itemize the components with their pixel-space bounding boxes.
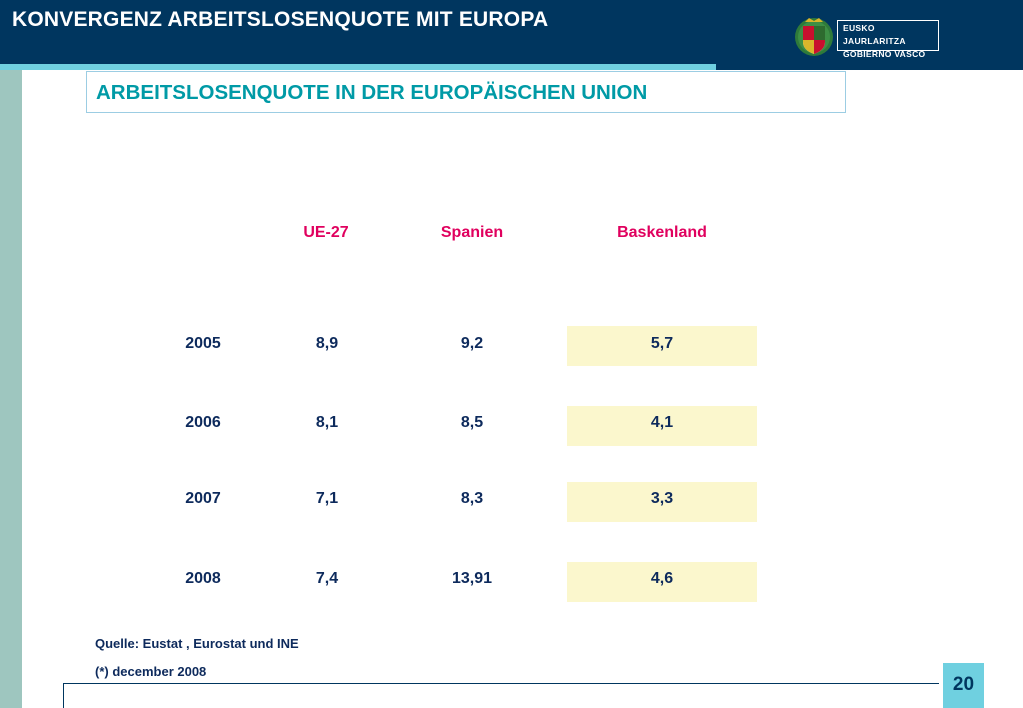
- year-cell: 2005: [185, 335, 221, 352]
- year-cell: 2008: [185, 570, 221, 587]
- spanien-cell: 8,5: [460, 414, 484, 431]
- page-number: 20: [952, 674, 975, 695]
- year-cell: 2006: [185, 414, 221, 431]
- column-header-baskenland: Baskenland: [617, 224, 707, 241]
- ue27-cell: 8,9: [315, 335, 339, 352]
- logo-text-line1: EUSKO JAURLARITZA: [843, 23, 906, 46]
- subtitle-box: ARBEITSLOSENQUOTE IN DER EUROPÄISCHEN UN…: [86, 71, 846, 113]
- baskenland-cell: 4,1: [650, 414, 674, 431]
- footnote: (*) december 2008: [95, 664, 207, 679]
- page-title: KONVERGENZ ARBEITSLOSENQUOTE MIT EUROPA: [12, 8, 549, 31]
- footer-divider: [63, 683, 939, 684]
- footer-divider-vertical: [63, 683, 64, 708]
- gobierno-vasco-logo: EUSKO JAURLARITZA GOBIERNO VASCO: [793, 16, 945, 59]
- spanien-cell: 8,3: [460, 490, 484, 507]
- baskenland-cell: 4,6: [650, 570, 674, 587]
- logo-text-line2: GOBIERNO VASCO: [843, 49, 926, 59]
- year-cell: 2007: [185, 490, 221, 507]
- header-bar: KONVERGENZ ARBEITSLOSENQUOTE MIT EUROPA …: [0, 0, 1023, 70]
- page-number-box: 20: [943, 663, 984, 708]
- ue27-cell: 8,1: [315, 414, 339, 431]
- source-note: Quelle: Eustat , Eurostat und INE: [95, 636, 299, 651]
- highlight-cell: [567, 482, 757, 522]
- column-header-spanien: Spanien: [440, 224, 504, 241]
- logo-text-box: EUSKO JAURLARITZA GOBIERNO VASCO: [837, 20, 939, 59]
- header-accent-stripe: [0, 64, 716, 70]
- spanien-cell: 13,91: [451, 570, 493, 587]
- baskenland-cell: 3,3: [650, 490, 674, 507]
- highlight-cell: [567, 406, 757, 446]
- left-decorative-bar: [0, 70, 22, 708]
- ue27-cell: 7,4: [315, 570, 339, 587]
- column-header-ue27: UE-27: [303, 224, 349, 241]
- coat-of-arms-icon: [795, 18, 833, 56]
- highlight-cell: [567, 562, 757, 602]
- ue27-cell: 7,1: [315, 490, 339, 507]
- slide-subtitle: ARBEITSLOSENQUOTE IN DER EUROPÄISCHEN UN…: [96, 81, 648, 104]
- highlight-cell: [567, 326, 757, 366]
- baskenland-cell: 5,7: [650, 335, 674, 352]
- spanien-cell: 9,2: [460, 335, 484, 352]
